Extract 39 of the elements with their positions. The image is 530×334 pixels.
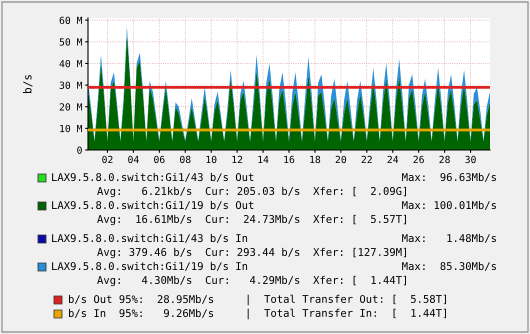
legend-label: b/s In 95%: 9.26Mb/s: [68, 308, 214, 318]
text: Avg: 6.21kb/s Cur: 205.03 b/s Xfer: [ 2.09G]: [97, 186, 406, 198]
x-tick-label: 22: [362, 156, 372, 163]
x-tick-label: 28: [439, 156, 450, 164]
x-tick-label: 06: [154, 156, 165, 164]
legend-label: LAX9.5.8.0.switch:Gi1/43 b/s Out: [52, 172, 254, 182]
text: Avg: 379.46 b/s Cur: 293.44 b/s Xfer: [127.39M]: [97, 248, 406, 258]
x-tick-label: 24: [388, 156, 398, 163]
x-tick-label: 04: [128, 156, 139, 164]
text: Max: 85.30Mb/s: [402, 262, 496, 271]
legend-label: LAX9.5.8.0.switch:Gi1/19 b/s In: [52, 262, 248, 271]
text: Max: 100.01Mb/s: [402, 200, 496, 210]
x-tick-label: 08: [180, 156, 190, 164]
x-tick-label: 18: [310, 156, 320, 164]
x-tick-label: 20: [336, 156, 346, 164]
y-tick-label: 10 M: [60, 124, 82, 132]
text: | Total Transfer Out: [ 5.58T]: [248, 294, 446, 306]
text: Avg: 16.61Mb/s Cur: 24.73Mb/s Xfer: [ 5.57T]: [97, 214, 406, 226]
legend-label: b/s Out 95%: 28.95Mb/s: [68, 294, 214, 304]
text: | Total Transfer In: [ 1.44T]: [248, 308, 446, 320]
legend-label: LAX9.5.8.0.switch:Gi1/19 b/s Out: [52, 200, 254, 210]
x-tick-label: 14: [258, 156, 268, 163]
x-tick-label: 02: [102, 156, 112, 164]
x-tick-label: 10: [206, 156, 216, 164]
x-tick-label: 30: [465, 156, 476, 164]
x-tick-label: 12: [232, 156, 242, 163]
y-tick-label: 60 M: [60, 16, 82, 24]
x-tick-label: 26: [414, 156, 424, 164]
y-tick-label: 0: [77, 146, 82, 154]
y-tick-label: 50 M: [60, 38, 82, 46]
y-axis-title: b/s: [22, 75, 32, 93]
legend-label: LAX9.5.8.0.switch:Gi1/43 b/s In: [52, 234, 248, 243]
text: Max: 96.63Mb/s: [402, 172, 496, 182]
text: Avg: 4.30Mb/s Cur: 4.29Mb/s Xfer: [ 1.44T]: [97, 276, 406, 286]
y-tick-label: 40 M: [60, 60, 82, 68]
text: Max: 1.48Mb/s: [402, 234, 496, 243]
x-tick-label: 16: [284, 156, 294, 164]
y-tick-label: 20 M: [60, 103, 82, 111]
y-tick-label: 30 M: [60, 82, 82, 89]
